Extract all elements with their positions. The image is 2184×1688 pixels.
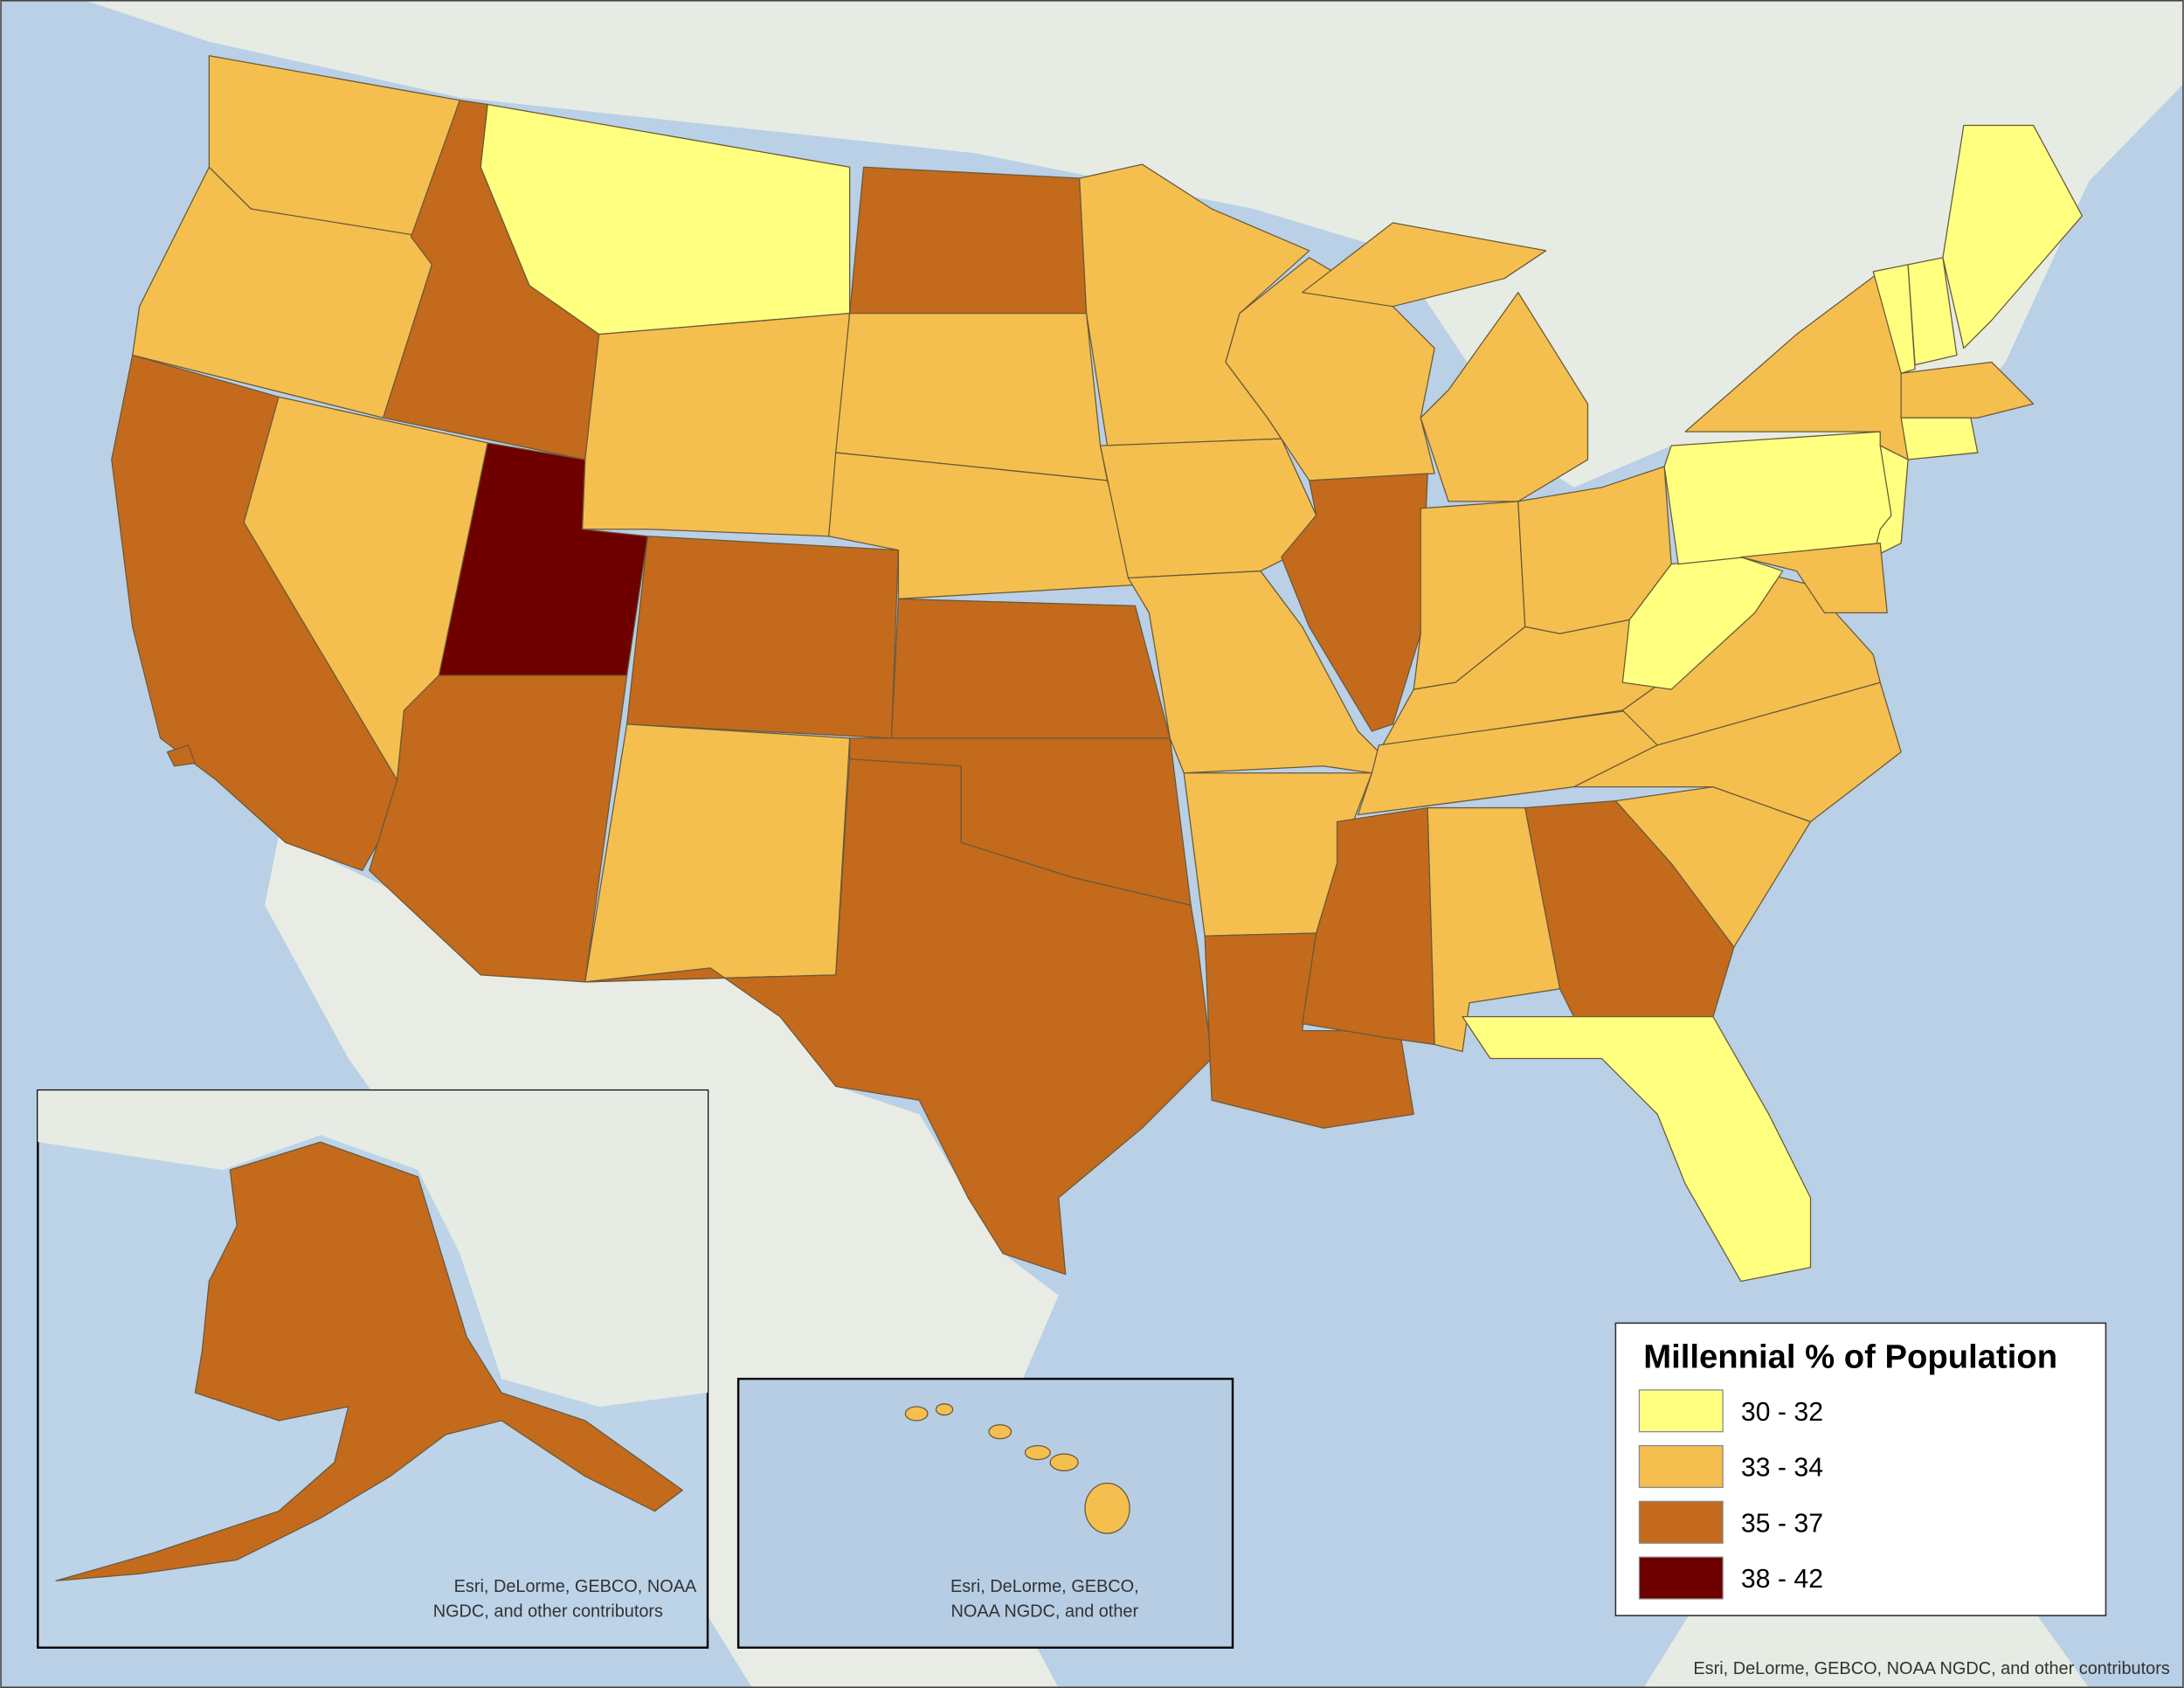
state: [1420, 292, 1589, 502]
legend-swatch: [1638, 1389, 1724, 1433]
state: [890, 598, 1171, 739]
state: [835, 313, 1109, 481]
legend-label: 33 - 34: [1741, 1454, 1823, 1483]
state: [1907, 257, 1958, 366]
states: [111, 55, 2084, 1283]
state: [584, 758, 1213, 1276]
state: [1084, 1483, 1130, 1534]
state: [1024, 1444, 1051, 1461]
state: [55, 1141, 683, 1581]
state: [166, 744, 197, 767]
state: [1900, 361, 2035, 419]
state: [1049, 1453, 1079, 1471]
legend-swatch: [1638, 1556, 1724, 1600]
state: [935, 1403, 954, 1416]
alaska-inset: Esri, DeLorme, GEBCO, NOAA NGDC, and oth…: [37, 1089, 709, 1649]
hawaii-inset: Esri, DeLorme, GEBCO, NOAA NGDC, and oth…: [736, 1377, 1234, 1649]
state: [1900, 417, 1979, 460]
legend-swatch: [1638, 1500, 1724, 1544]
legend-label: 38 - 42: [1741, 1565, 1823, 1594]
state: [1462, 1016, 1812, 1283]
canada-inset: [38, 1090, 708, 1407]
state: [1942, 124, 2084, 349]
state: [1614, 786, 1812, 948]
state: [369, 675, 628, 983]
state: [584, 723, 851, 983]
attribution: Esri, DeLorme, GEBCO,: [950, 1577, 1139, 1596]
state: [1740, 543, 1888, 614]
state: [1872, 264, 1916, 374]
legend-title: Millennial % of Population: [1643, 1338, 2057, 1375]
state: [988, 1424, 1013, 1440]
legend-label: 35 - 37: [1741, 1509, 1823, 1538]
canada: [0, 0, 2184, 488]
attribution: Esri, DeLorme, GEBCO, NOAA: [454, 1577, 697, 1596]
state: [904, 1406, 929, 1422]
state: [1302, 222, 1547, 308]
attribution: NOAA NGDC, and other: [950, 1602, 1138, 1622]
state: [848, 166, 1088, 315]
legend-label: 30 - 32: [1741, 1398, 1823, 1427]
state: [625, 536, 900, 739]
inset-frame: [736, 1377, 1234, 1649]
attribution: Esri, DeLorme, GEBCO, NOAA NGDC, and oth…: [1693, 1659, 2169, 1678]
legend-swatch: [1638, 1444, 1724, 1489]
attribution: NGDC, and other contributors: [433, 1602, 663, 1622]
state: [581, 313, 851, 537]
legend: Millennial % of Population 30 - 32 33 - 3…: [1614, 1322, 2107, 1616]
